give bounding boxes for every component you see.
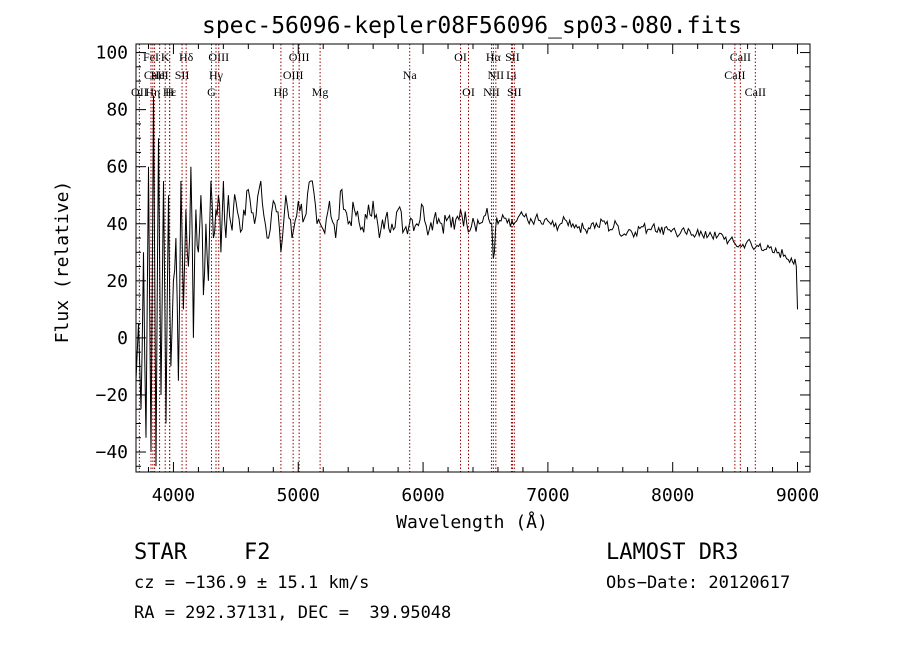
marker-label-27: CaII [730, 50, 751, 64]
marker-label-5: Hε [163, 85, 177, 99]
marker-label-22: NII [488, 68, 505, 82]
y-tick-label-4: 40 [106, 214, 128, 235]
spectral-line-labels: FeI OII CaII K HHε HeI Hη SII Hδ OIII Hγ G Hβ OIII OII… [131, 50, 766, 99]
observation-date: Obs−Date: 20120617 [606, 573, 791, 593]
x-tick-label-5: 9000 [776, 485, 819, 506]
marker-label-17: Na [403, 68, 418, 82]
marker-label-0: FeI [143, 50, 159, 64]
marker-label-20: NII [483, 85, 500, 99]
marker-label-16: Mg [312, 85, 329, 99]
marker-label-3: K [161, 50, 170, 64]
marker-label-6: HeI [151, 68, 169, 82]
object-subclass: F2 [244, 540, 271, 565]
coordinates: RA = 292.37131, DEC = 39.95048 [134, 603, 452, 623]
marker-label-11: Hγ [209, 68, 224, 82]
marker-label-25: SII [507, 85, 522, 99]
marker-label-9: Hδ [179, 50, 194, 64]
y-tick-label-0: −40 [95, 442, 128, 463]
x-tick-label-3: 7000 [526, 485, 569, 506]
x-axis-label: Wavelength (Å) [396, 511, 548, 533]
x-tick-label-2: 6000 [401, 485, 444, 506]
x-tick-label-4: 8000 [651, 485, 694, 506]
x-tick-label-1: 5000 [277, 485, 320, 506]
marker-label-2: CaII [144, 68, 165, 82]
marker-label-28: CaII [745, 85, 766, 99]
marker-label-1: OII [131, 85, 148, 99]
marker-label-23: SII [505, 50, 520, 64]
plot-frame [135, 43, 811, 473]
chart-title: spec-56096-kepler08F56096_sp03-080.fits [202, 13, 742, 39]
marker-label-15: OIII [289, 50, 310, 64]
y-tick-label-6: 80 [106, 100, 128, 121]
marker-label-18: OI [454, 50, 467, 64]
flux-series-line [135, 95, 798, 467]
marker-label-24: Li [506, 68, 517, 82]
marker-label-8: SII [175, 68, 190, 82]
marker-label-19: OI [462, 85, 475, 99]
y-axis-ticks: −40 −20 0 20 40 60 80 100 [95, 43, 810, 467]
marker-label-7: Hη [145, 85, 160, 99]
y-tick-label-1: −20 [95, 385, 128, 406]
spectral-line-markers [138, 44, 756, 472]
x-axis-ticks: 4000 5000 6000 7000 8000 9000 [147, 44, 819, 506]
y-axis-label: Flux (relative) [52, 181, 73, 344]
marker-label-12: G [207, 85, 216, 99]
marker-label-10: OIII [208, 50, 229, 64]
y-tick-label-7: 100 [95, 43, 128, 64]
object-class: STAR [134, 540, 187, 565]
x-tick-label-0: 4000 [152, 485, 195, 506]
y-tick-label-2: 0 [117, 328, 128, 349]
marker-label-14: OIII [283, 68, 304, 82]
marker-label-13: Hβ [274, 85, 289, 99]
marker-label-21: Hα [486, 50, 502, 64]
marker-label-4: H [165, 85, 174, 99]
y-tick-label-3: 20 [106, 271, 128, 292]
redshift-cz: cz = −136.9 ± 15.1 km/s [134, 573, 370, 593]
marker-label-26: CaII [724, 68, 745, 82]
y-tick-label-5: 60 [106, 157, 128, 178]
survey-name: LAMOST DR3 [606, 540, 739, 565]
